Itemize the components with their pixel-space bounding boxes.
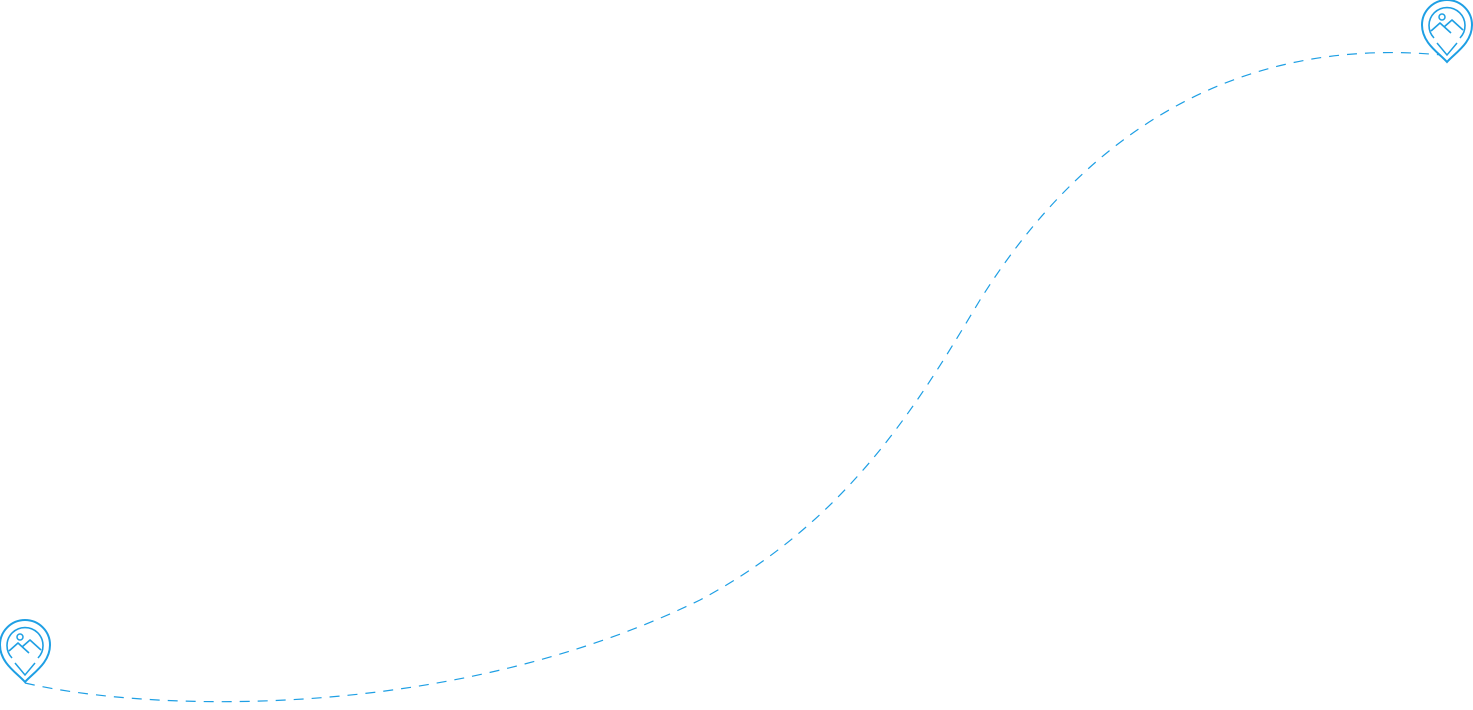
dashed-route	[24, 51, 1443, 703]
start-pin	[0, 619, 51, 683]
end-pin	[1421, 0, 1473, 63]
